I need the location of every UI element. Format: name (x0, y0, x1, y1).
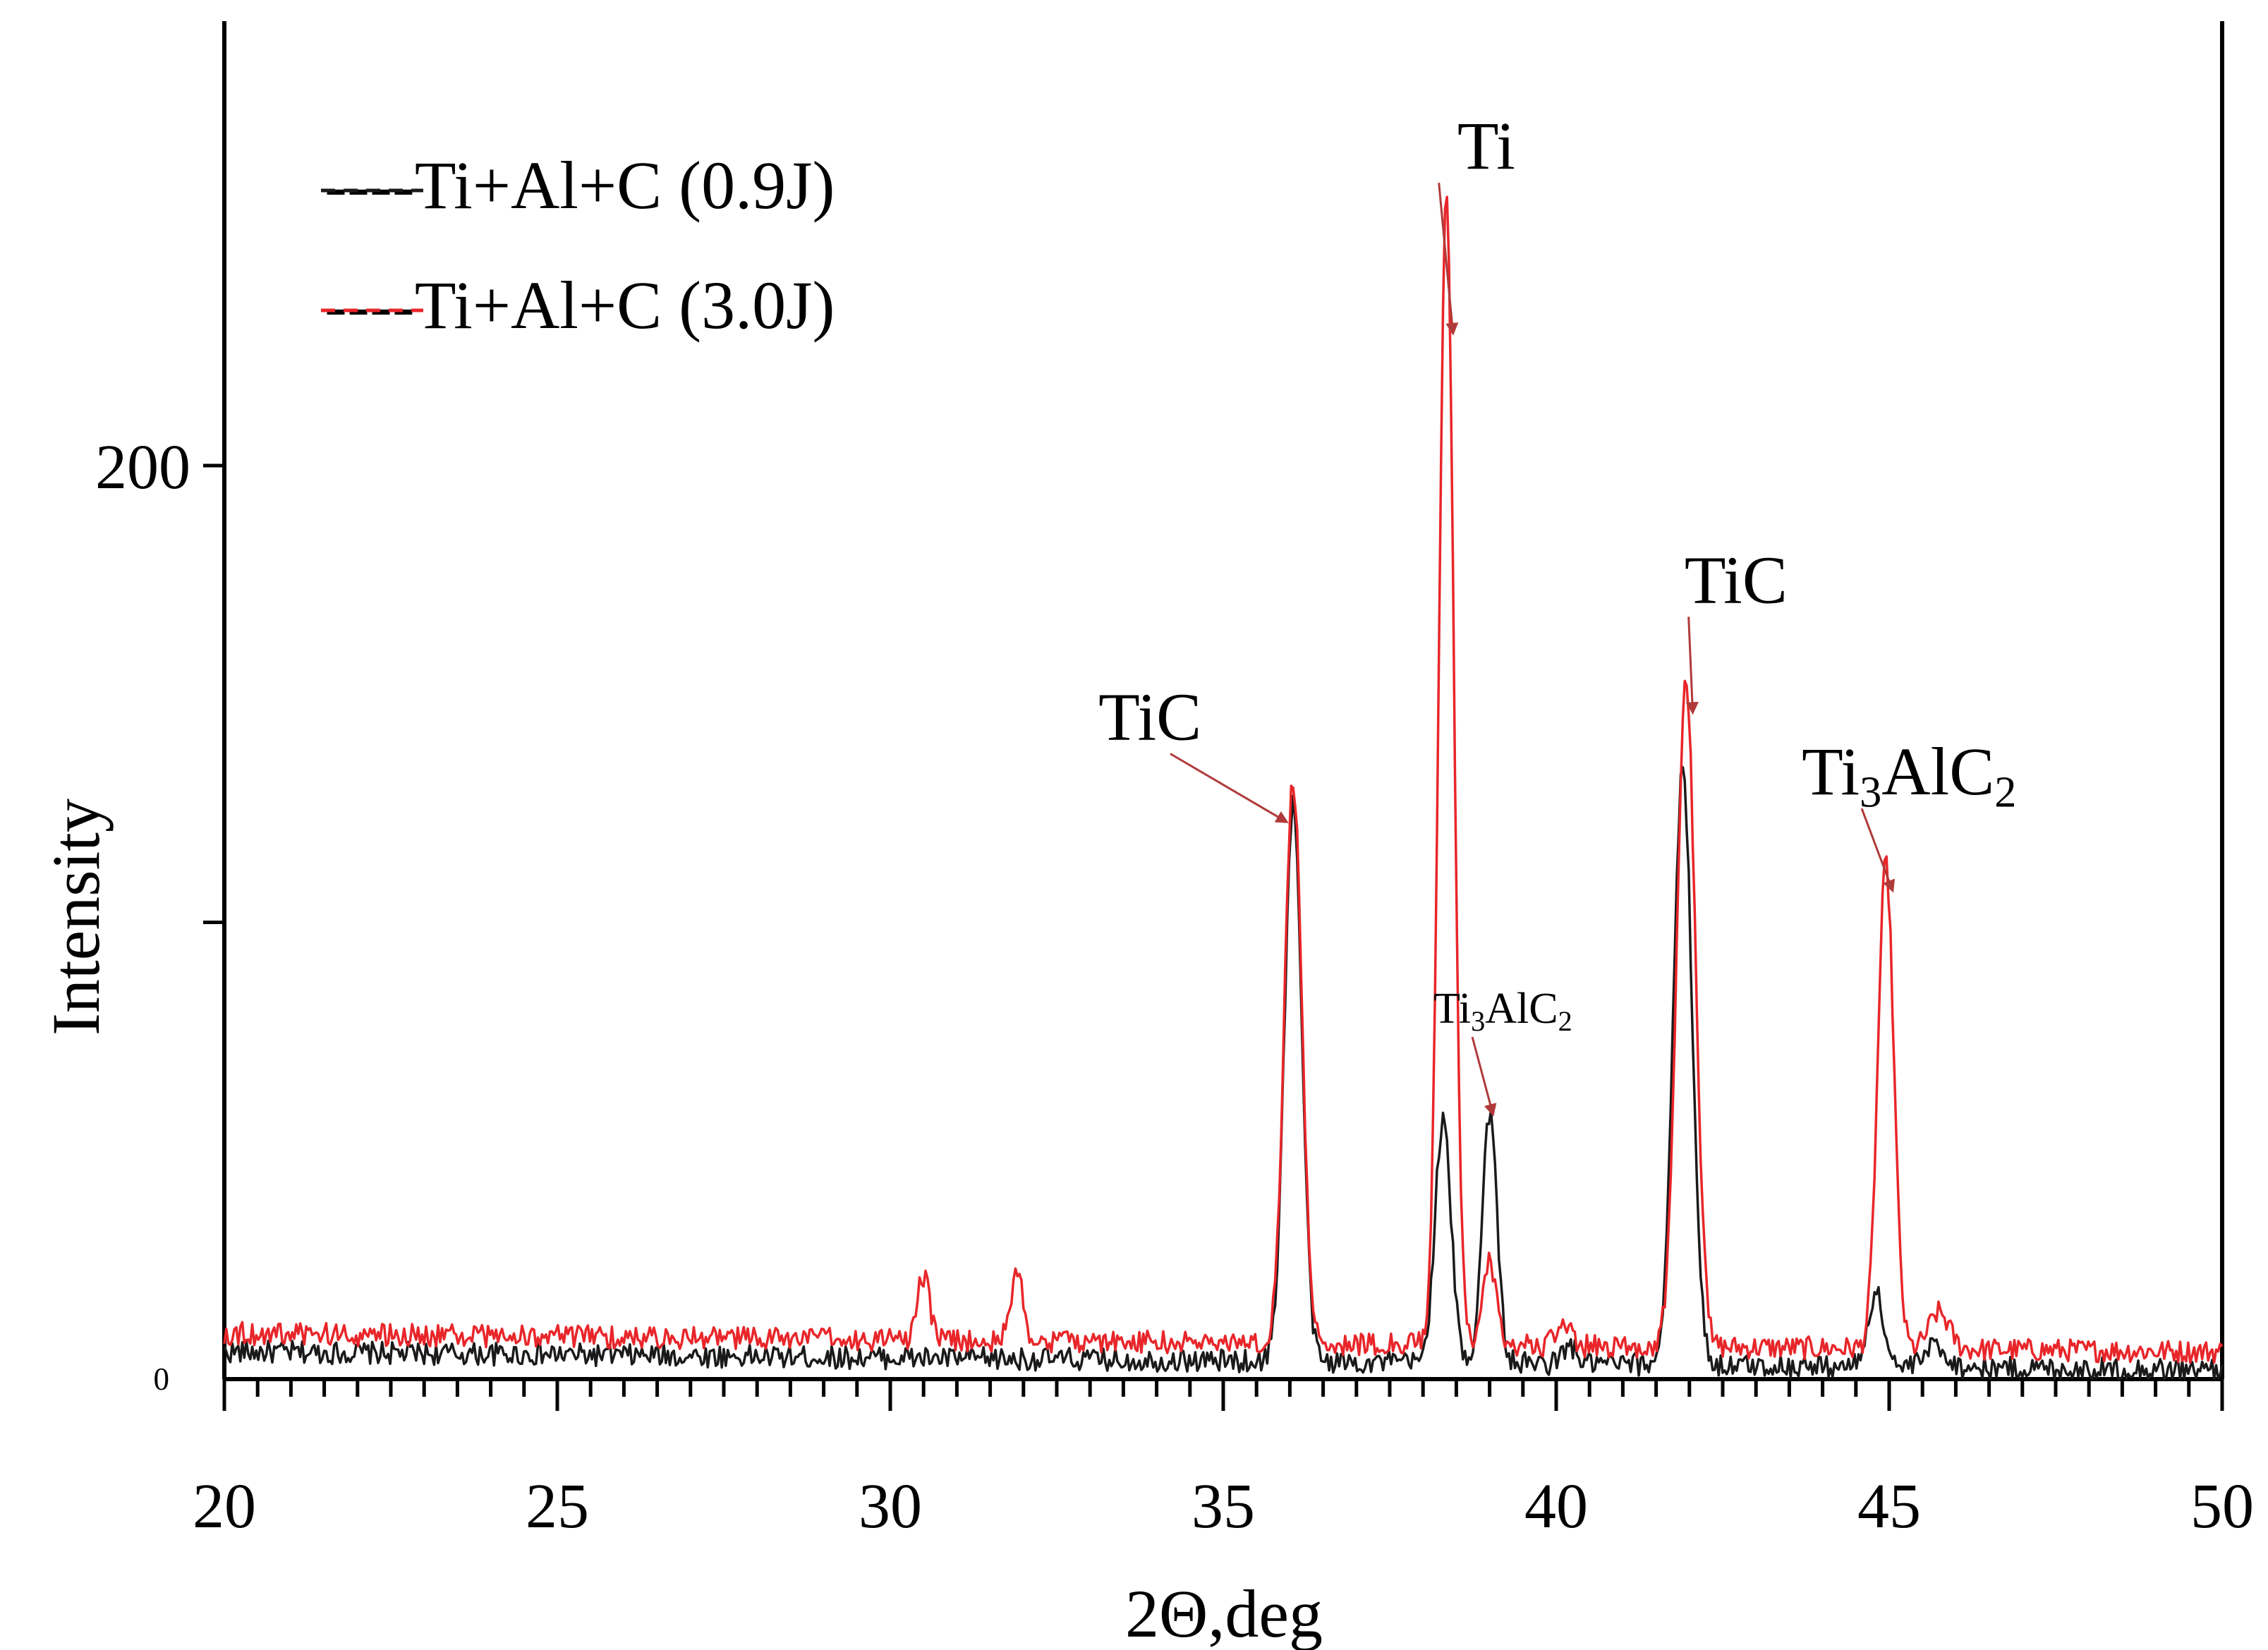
series-line-1 (223, 195, 2224, 1364)
x-tick-label: 35 (1191, 1472, 1255, 1541)
legend-entry-3p0j: ----Ti+Al+C (3.0J) (325, 267, 835, 343)
peak-label: Ti (1457, 108, 1515, 183)
x-tick-label: 20 (193, 1472, 256, 1541)
peak-arrow (1471, 1036, 1497, 1117)
x-tick-label: 30 (859, 1472, 922, 1541)
peak-label: Ti3AlC2 (1433, 985, 1572, 1037)
x-tick-label: 25 (526, 1472, 589, 1541)
y-tick-label: 0 (154, 1361, 170, 1397)
y-ticks: 0 200 (95, 432, 224, 1397)
peak-label: Ti3AlC2 (1802, 734, 2016, 816)
peak-arrow (1170, 753, 1289, 823)
legend: ----Ti+Al+C (0.9J) ----Ti+Al+C (3.0J) (321, 147, 835, 343)
y-tick-label: 200 (95, 432, 190, 502)
legend-entry-0p9j: ----Ti+Al+C (0.9J) (325, 147, 835, 223)
x-axis-label: 2Θ,deg (1125, 1576, 1323, 1650)
x-tick-label: 45 (1857, 1472, 1921, 1541)
peak-arrow (1860, 808, 1896, 893)
peak-label: TiC (1685, 542, 1788, 617)
annotation-layer: Ti TiC TiC Ti3AlC2 Ti3AlC2 (1098, 108, 2017, 1117)
peak-label: TiC (1098, 679, 1201, 755)
peak-arrow (1685, 617, 1699, 715)
peak-arrow (1438, 182, 1459, 336)
x-tick-label: 40 (1524, 1472, 1588, 1541)
y-axis-label: Intensity (38, 799, 114, 1036)
series-line-0 (223, 765, 2224, 1381)
x-tick-label: 50 (2190, 1472, 2254, 1541)
series-layer (223, 195, 2224, 1381)
x-ticks: 20 25 30 35 40 45 50 (193, 1379, 2254, 1541)
